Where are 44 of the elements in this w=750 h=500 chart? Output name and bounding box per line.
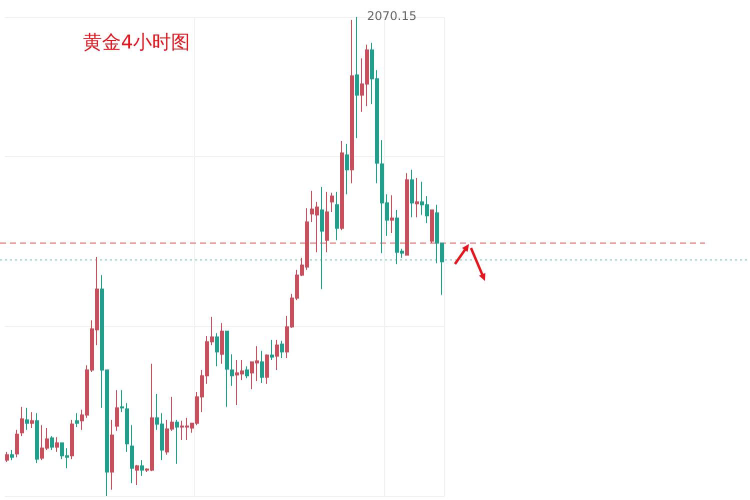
candlestick [20, 406, 24, 437]
candlestick [75, 412, 79, 428]
candlestick [340, 140, 344, 231]
candlestick [350, 19, 354, 184]
text: 黄金4小时图 [83, 32, 190, 54]
candlestick [55, 436, 59, 452]
candlestick [335, 191, 339, 241]
candlestick [130, 424, 134, 484]
candlestick [265, 354, 269, 384]
candlestick [430, 210, 434, 244]
candlestick [275, 339, 279, 371]
candlestick [280, 340, 284, 359]
candlestick [415, 177, 419, 218]
candlestick [10, 450, 14, 461]
candlestick [15, 429, 19, 458]
candlestick [25, 407, 29, 430]
candlestick [35, 412, 39, 464]
candlestick [260, 350, 264, 384]
candlestick [220, 322, 224, 364]
candlestick [120, 390, 124, 413]
candlestick [325, 191, 329, 253]
candlestick [410, 169, 414, 218]
candlestick [125, 402, 129, 452]
candlestick [230, 354, 234, 386]
candlestick [135, 464, 139, 486]
candlestick [390, 194, 394, 234]
candlestick [50, 436, 54, 451]
candlestick [215, 332, 219, 367]
candlestick [115, 390, 119, 432]
candlestick [110, 419, 114, 490]
candlestick [140, 460, 144, 476]
candlestick [320, 186, 324, 290]
candlestick [30, 412, 34, 428]
candlestick [5, 451, 9, 462]
candlestick [270, 339, 274, 360]
candlestick [355, 16, 359, 139]
candlestick [175, 419, 179, 464]
candlestick [245, 366, 249, 379]
candlestick [345, 143, 349, 195]
candlestick [405, 172, 409, 256]
annotation: 2070.15 [367, 9, 417, 23]
candlestick [330, 192, 334, 212]
candlestick [225, 330, 229, 408]
candlestick [70, 419, 74, 460]
